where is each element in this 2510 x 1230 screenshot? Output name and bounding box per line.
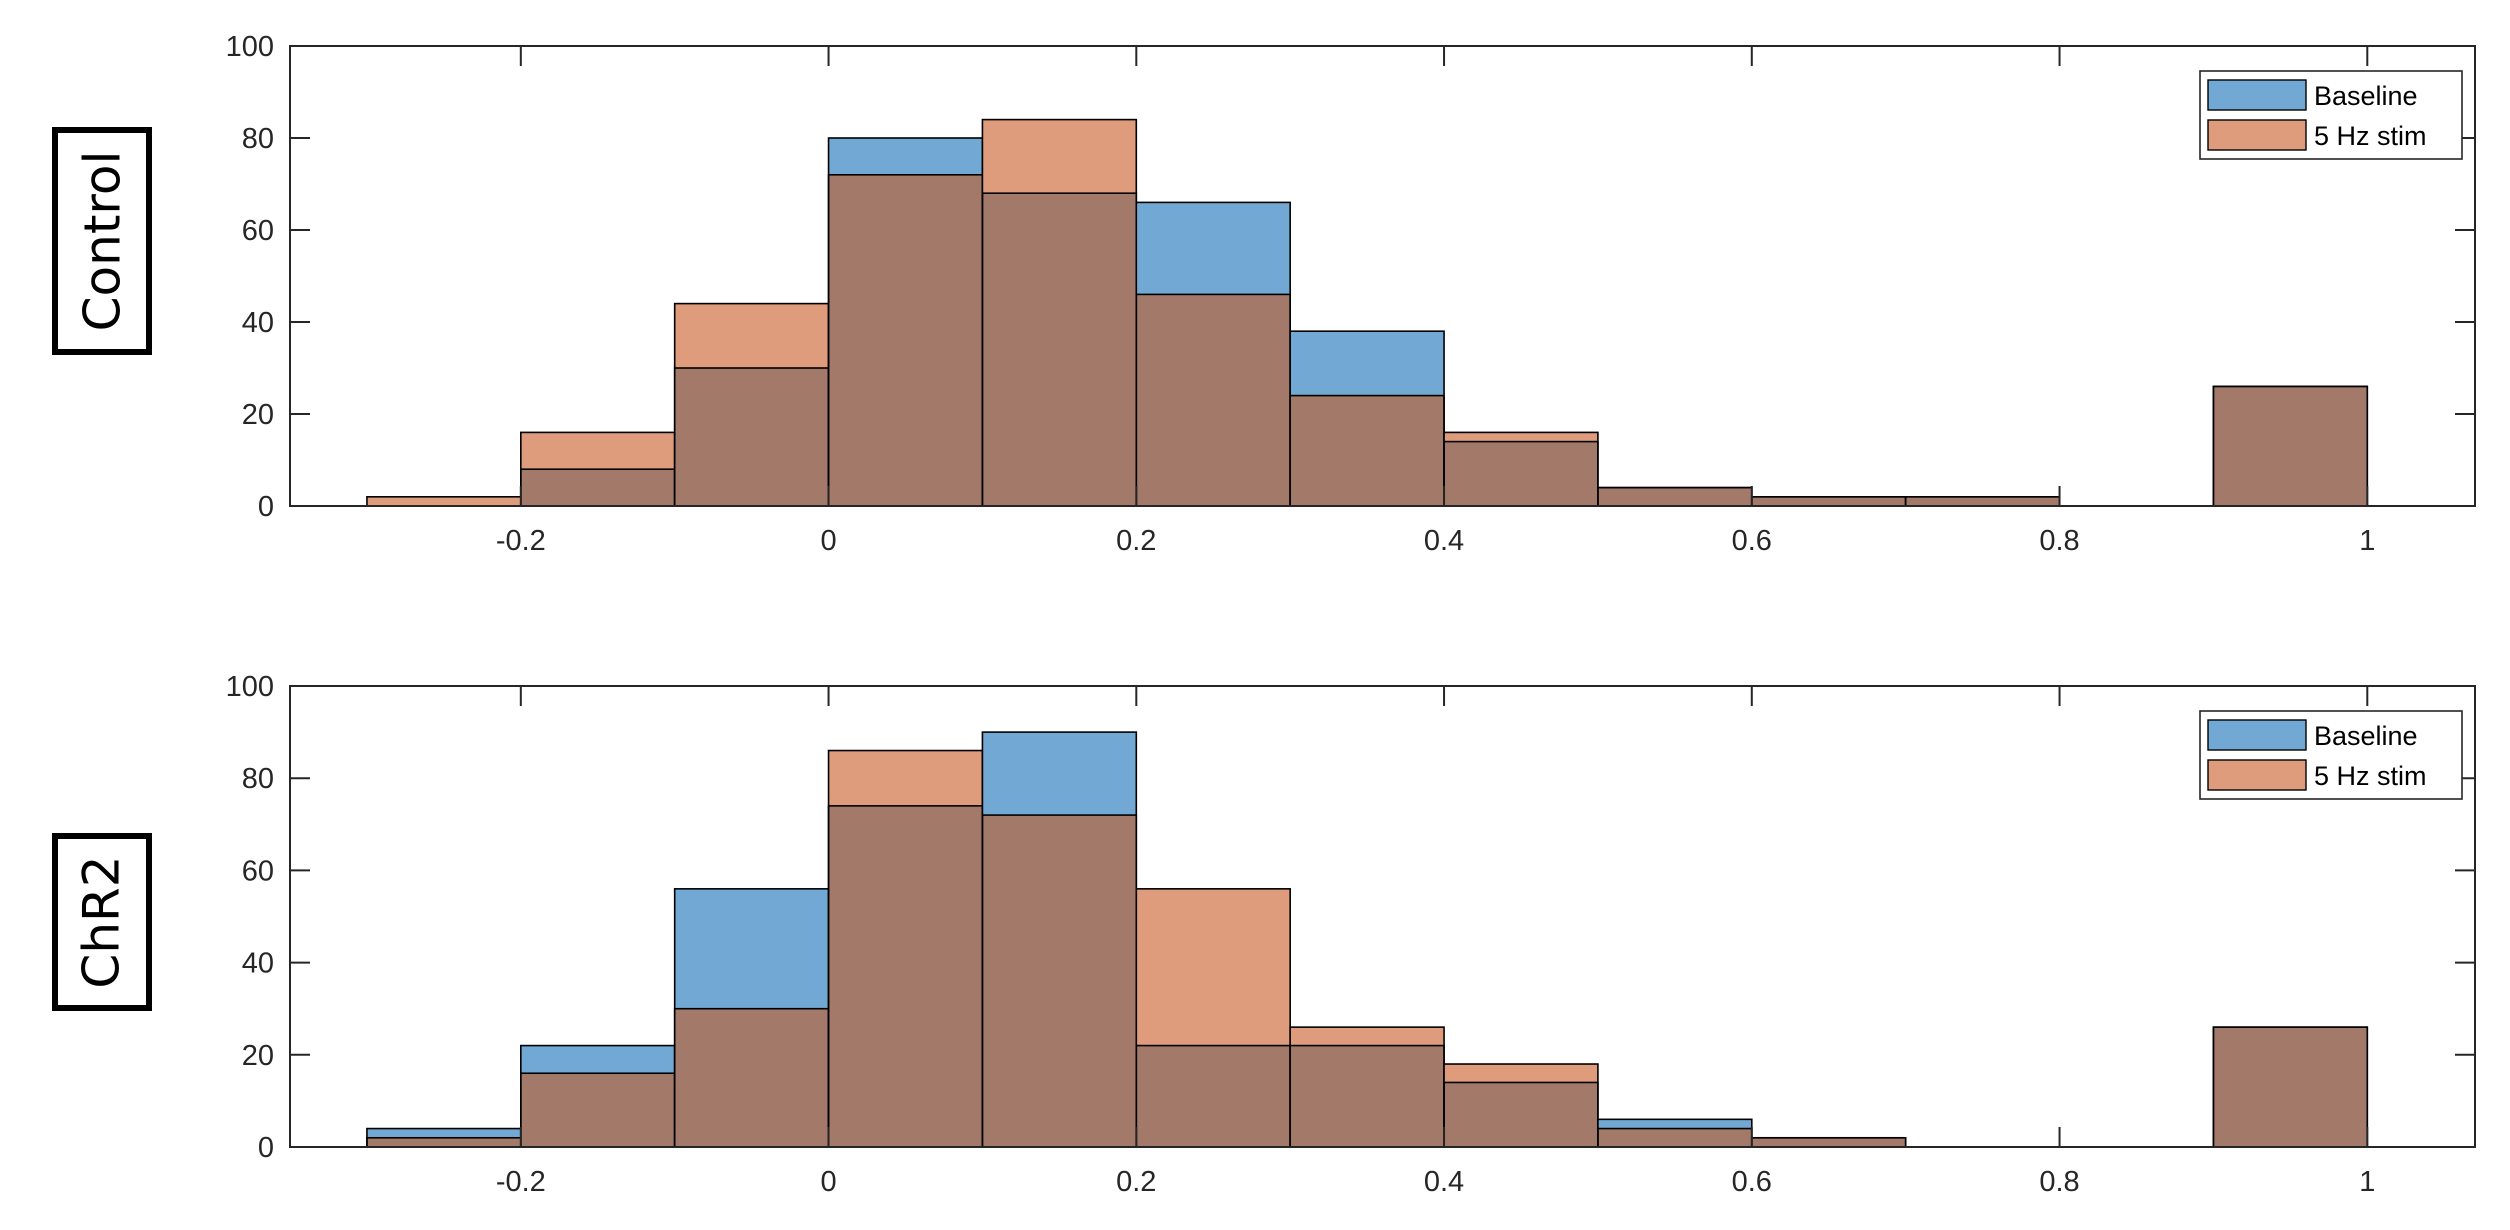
legend-swatch-stim xyxy=(2207,119,2307,151)
bar-overlap-bin-13 xyxy=(2213,386,2368,506)
legend-label-baseline: Baseline xyxy=(2314,721,2418,751)
bar-stim-excess-bin-3 xyxy=(674,303,829,368)
bar-overlap-bin-6 xyxy=(1136,294,1291,506)
bar-overlap-bin-7 xyxy=(1290,395,1445,506)
bar-baseline-excess-bin-6 xyxy=(1136,202,1291,295)
bar-baseline-excess-bin-2 xyxy=(520,1045,675,1074)
x-tick-label: 0.6 xyxy=(1732,525,1772,557)
legend-label-stim: 5 Hz stim xyxy=(2314,121,2427,151)
y-tick-label: 0 xyxy=(258,1132,274,1164)
bar-overlap-bin-11 xyxy=(1905,496,2060,506)
bar-overlap-bin-13 xyxy=(2213,1027,2368,1147)
bar-stim-excess-bin-5 xyxy=(982,119,1137,194)
x-tick-label: 0.8 xyxy=(2039,525,2079,557)
x-tick-label: 1 xyxy=(2359,1166,2375,1198)
y-tick-label: 60 xyxy=(242,215,274,247)
chart-panel-2: -0.2 0 0.2 0.4 0.6 0.8 1 0 20 40 60 80 100 Baseline 5 … xyxy=(226,671,2476,1198)
bar-overlap-bin-3 xyxy=(674,368,829,506)
bar-overlap-bin-3 xyxy=(674,1008,829,1147)
legend-label-baseline: Baseline xyxy=(2314,81,2418,111)
x-tick-label: 0 xyxy=(820,1166,836,1198)
row-label-control: Control xyxy=(52,127,152,355)
bar-overlap-bin-8 xyxy=(1444,441,1598,506)
x-tick-label: 1 xyxy=(2359,525,2375,557)
y-tick-label: 80 xyxy=(242,123,274,155)
x-tick-label: 0.4 xyxy=(1424,1166,1464,1198)
bar-overlap-bin-9 xyxy=(1597,487,1752,506)
bar-overlap-bin-5 xyxy=(982,815,1137,1147)
bar-overlap-bin-8 xyxy=(1444,1082,1598,1147)
legend-swatch-baseline xyxy=(2207,719,2307,751)
x-tick-label: 0.6 xyxy=(1732,1166,1772,1198)
bar-baseline-excess-bin-4 xyxy=(828,138,983,175)
bar-stim-excess-bin-7 xyxy=(1290,1027,1445,1046)
bar-overlap-bin-4 xyxy=(828,174,983,507)
bar-overlap-bin-10 xyxy=(1751,1137,1906,1147)
chart-panel-1: -0.2 0 0.2 0.4 0.6 0.8 1 0 20 40 60 80 100 Baseline 5 … xyxy=(226,31,2476,557)
y-tick-label: 0 xyxy=(258,491,274,523)
bar-stim-excess-bin-2 xyxy=(520,432,675,470)
bar-baseline-excess-bin-9 xyxy=(1597,1119,1752,1129)
bar-baseline-excess-bin-3 xyxy=(674,888,829,1009)
y-tick-label: 40 xyxy=(242,307,274,339)
legend: Baseline 5 Hz stim xyxy=(2199,70,2463,160)
bar-stim-excess-bin-6 xyxy=(1136,888,1291,1046)
legend-label-stim: 5 Hz stim xyxy=(2314,761,2427,791)
x-tick-label: 0 xyxy=(820,525,836,557)
y-tick-label: 20 xyxy=(242,399,274,431)
y-tick-label: 100 xyxy=(226,671,274,703)
bar-overlap-bin-5 xyxy=(982,193,1137,506)
bar-baseline-excess-bin-1 xyxy=(366,1128,521,1138)
bar-overlap-bin-6 xyxy=(1136,1045,1291,1147)
bar-overlap-bin-7 xyxy=(1290,1045,1445,1147)
legend: Baseline 5 Hz stim xyxy=(2199,710,2463,800)
bar-stim-excess-bin-1 xyxy=(366,496,521,506)
x-tick-label: 0.2 xyxy=(1116,1166,1156,1198)
x-tick-label: -0.2 xyxy=(496,1166,546,1198)
y-tick-label: 40 xyxy=(242,948,274,980)
x-tick-label: 0.2 xyxy=(1116,525,1156,557)
bar-overlap-bin-2 xyxy=(520,469,675,506)
bar-overlap-bin-10 xyxy=(1751,496,1906,506)
bar-stim-excess-bin-4 xyxy=(828,750,983,806)
bar-baseline-excess-bin-7 xyxy=(1290,331,1445,396)
y-tick-label: 80 xyxy=(242,763,274,795)
y-tick-label: 20 xyxy=(242,1040,274,1072)
x-tick-label: 0.8 xyxy=(2039,1166,2079,1198)
bar-overlap-bin-1 xyxy=(366,1137,521,1147)
axes-box xyxy=(289,685,2476,1148)
x-tick-label: -0.2 xyxy=(496,525,546,557)
x-tick-label: 0.4 xyxy=(1424,525,1464,557)
bar-overlap-bin-9 xyxy=(1597,1128,1752,1147)
bar-overlap-bin-4 xyxy=(828,805,983,1147)
row-label-chr2: ChR2 xyxy=(52,833,152,1011)
legend-swatch-stim xyxy=(2207,759,2307,791)
bar-stim-excess-bin-8 xyxy=(1444,1064,1598,1083)
y-tick-label: 60 xyxy=(242,855,274,887)
bar-stim-excess-bin-8 xyxy=(1444,432,1598,442)
axes-box xyxy=(289,45,2476,507)
bar-baseline-excess-bin-5 xyxy=(982,732,1137,816)
y-tick-label: 100 xyxy=(226,31,274,63)
bar-overlap-bin-2 xyxy=(520,1073,675,1147)
legend-swatch-baseline xyxy=(2207,79,2307,111)
